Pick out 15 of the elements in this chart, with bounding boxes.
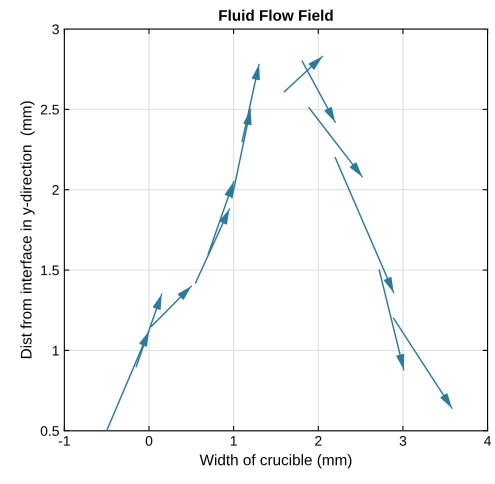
y-tick-label: 1 [52, 346, 59, 356]
x-tick-label: 1 [230, 436, 237, 446]
y-tick-label: 1.5 [41, 266, 59, 276]
y-axis-title: Dist from interface in y-direction (mm) [20, 101, 35, 358]
x-tick-label: -1 [58, 436, 70, 446]
chart-title: Fluid Flow Field [219, 10, 333, 21]
x-tick-label: 0 [146, 436, 152, 446]
y-tick-label: 2 [52, 185, 59, 195]
x-tick-label: 2 [315, 436, 322, 446]
y-tick-label: 3 [52, 24, 59, 34]
x-axis-title: Width of crucible (mm) [200, 454, 352, 468]
x-tick-label: 4 [484, 436, 492, 446]
y-tick-label: 0.5 [40, 426, 59, 436]
y-tick-label: 2.5 [40, 104, 59, 115]
x-tick-label: 3 [400, 436, 406, 446]
